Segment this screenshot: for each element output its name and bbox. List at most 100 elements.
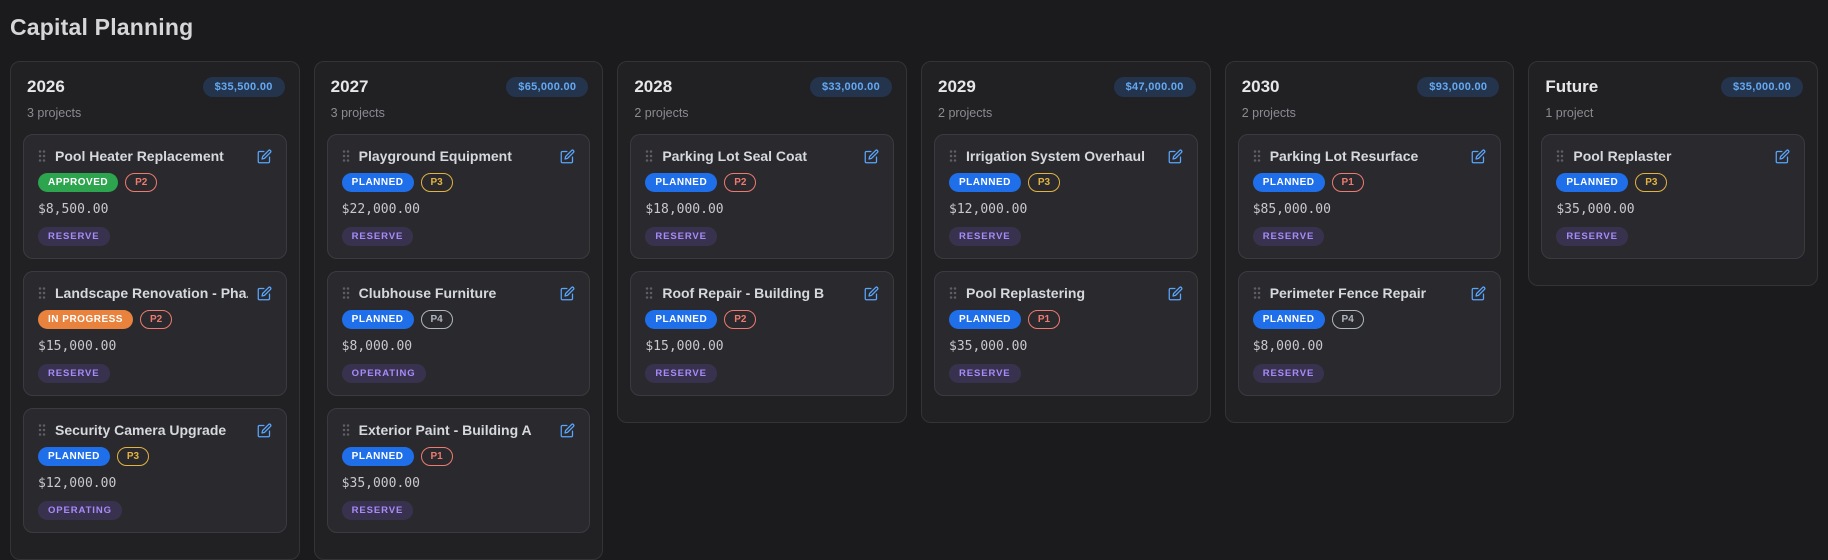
drag-handle-icon[interactable] — [38, 286, 46, 300]
project-card-header: Roof Repair - Building B — [645, 285, 879, 301]
project-card[interactable]: Clubhouse Furniture PLANNED P4 $8,000.00… — [326, 271, 591, 396]
project-amount: $15,000.00 — [38, 339, 117, 354]
priority-badge: P2 — [724, 310, 757, 329]
project-card[interactable]: Pool Replastering PLANNED P1 $35,000.00 … — [934, 271, 1198, 396]
project-title: Irrigation System Overhaul — [966, 148, 1145, 164]
project-card-header: Exterior Paint - Building A — [342, 422, 576, 438]
year-column: 2026 $35,500.00 3 projects Pool Heater R… — [10, 61, 300, 560]
column-card-list: Irrigation System Overhaul PLANNED P3 $1… — [934, 134, 1198, 396]
priority-badge: P2 — [125, 173, 158, 192]
drag-handle-icon[interactable] — [949, 286, 957, 300]
project-badges: PLANNED P1 — [1252, 173, 1487, 192]
edit-icon[interactable] — [1471, 149, 1486, 164]
project-title: Roof Repair - Building B — [662, 285, 825, 301]
column-total-badge: $33,000.00 — [809, 77, 893, 97]
edit-icon[interactable] — [257, 423, 272, 438]
edit-icon[interactable] — [1471, 286, 1486, 301]
fund-badge: RESERVE — [949, 364, 1021, 383]
edit-icon[interactable] — [560, 149, 575, 164]
project-card[interactable]: Pool Replaster PLANNED P3 $35,000.00 RES… — [1541, 134, 1806, 259]
project-title: Landscape Renovation - Pha... — [55, 285, 248, 301]
project-badges: PLANNED P2 — [645, 173, 879, 192]
drag-handle-icon[interactable] — [38, 423, 46, 437]
project-title: Clubhouse Furniture — [358, 285, 497, 301]
project-card[interactable]: Irrigation System Overhaul PLANNED P3 $1… — [934, 134, 1198, 259]
project-card[interactable]: Security Camera Upgrade PLANNED P3 $12,0… — [23, 408, 287, 533]
drag-handle-icon[interactable] — [342, 286, 350, 300]
project-card-header: Landscape Renovation - Pha... — [38, 285, 272, 301]
project-card[interactable]: Roof Repair - Building B PLANNED P2 $15,… — [630, 271, 895, 396]
column-year-label: 2026 — [27, 77, 65, 96]
project-badges: PLANNED P4 — [1252, 310, 1487, 329]
fund-badge: OPERATING — [38, 501, 122, 520]
edit-icon[interactable] — [257, 149, 272, 164]
project-amount: $35,000.00 — [949, 339, 1028, 354]
column-header: 2026 $35,500.00 — [27, 77, 285, 97]
edit-icon[interactable] — [560, 286, 575, 301]
fund-row: RESERVE — [949, 363, 1183, 383]
edit-icon[interactable] — [1775, 149, 1790, 164]
project-card[interactable]: Parking Lot Resurface PLANNED P1 $85,000… — [1237, 134, 1502, 259]
fund-badge: RESERVE — [1556, 227, 1628, 246]
column-total-badge: $65,000.00 — [506, 77, 589, 97]
status-badge: PLANNED — [341, 447, 414, 466]
priority-badge: P1 — [1331, 173, 1364, 192]
column-project-count: 2 projects — [938, 106, 993, 120]
project-amount: $8,000.00 — [1252, 339, 1324, 354]
column-header: Future $35,000.00 — [1545, 77, 1804, 97]
edit-icon[interactable] — [257, 286, 272, 301]
page-title: Capital Planning — [10, 14, 194, 40]
column-header: 2028 $33,000.00 — [634, 77, 893, 97]
drag-handle-icon[interactable] — [1253, 149, 1261, 163]
status-badge: PLANNED — [1252, 310, 1325, 329]
priority-badge: P3 — [420, 173, 453, 192]
drag-handle-icon[interactable] — [949, 149, 957, 163]
edit-icon[interactable] — [1168, 286, 1183, 301]
column-total-badge: $35,500.00 — [202, 77, 285, 97]
column-project-count: 2 projects — [1241, 106, 1296, 120]
project-badges: PLANNED P3 — [38, 447, 272, 466]
project-card[interactable]: Exterior Paint - Building A PLANNED P1 $… — [326, 408, 591, 533]
project-card[interactable]: Parking Lot Seal Coat PLANNED P2 $18,000… — [630, 134, 895, 259]
project-card[interactable]: Playground Equipment PLANNED P3 $22,000.… — [326, 134, 591, 259]
fund-row: RESERVE — [645, 226, 879, 246]
status-badge: PLANNED — [645, 173, 718, 192]
fund-row: RESERVE — [341, 226, 576, 246]
project-amount: $12,000.00 — [949, 202, 1028, 217]
project-amount: $8,000.00 — [341, 339, 413, 354]
year-column: Future $35,000.00 1 project Pool Replast… — [1528, 61, 1819, 286]
status-badge: APPROVED — [38, 173, 119, 192]
column-year-label: Future — [1545, 77, 1599, 96]
year-column: 2030 $93,000.00 2 projects Parking Lot R… — [1224, 61, 1515, 423]
column-project-count: 3 projects — [27, 106, 82, 120]
edit-icon[interactable] — [560, 423, 575, 438]
project-card[interactable]: Perimeter Fence Repair PLANNED P4 $8,000… — [1237, 271, 1502, 396]
edit-icon[interactable] — [1168, 149, 1183, 164]
drag-handle-icon[interactable] — [1253, 286, 1261, 300]
year-column: 2029 $47,000.00 2 projects Irrigation Sy… — [921, 61, 1211, 423]
column-project-count: 2 projects — [634, 106, 689, 120]
drag-handle-icon[interactable] — [645, 286, 653, 300]
status-badge: PLANNED — [949, 173, 1021, 192]
column-header: 2027 $65,000.00 — [331, 77, 589, 97]
fund-row: RESERVE — [1252, 226, 1487, 246]
project-card[interactable]: Landscape Renovation - Pha... IN PROGRES… — [23, 271, 287, 396]
fund-row: RESERVE — [949, 226, 1183, 246]
drag-handle-icon[interactable] — [38, 149, 46, 163]
fund-badge: OPERATING — [341, 364, 426, 383]
priority-badge: P3 — [1635, 173, 1668, 192]
drag-handle-icon[interactable] — [342, 423, 350, 437]
drag-handle-icon[interactable] — [1556, 149, 1564, 163]
edit-icon[interactable] — [864, 149, 879, 164]
project-card-header: Perimeter Fence Repair — [1253, 285, 1487, 301]
drag-handle-icon[interactable] — [645, 149, 653, 163]
status-badge: PLANNED — [1252, 173, 1325, 192]
project-card[interactable]: Pool Heater Replacement APPROVED P2 $8,5… — [23, 134, 287, 259]
column-year-label: 2029 — [938, 77, 976, 96]
project-badges: PLANNED P1 — [341, 447, 576, 466]
project-title: Pool Replaster — [1573, 148, 1672, 164]
drag-handle-icon[interactable] — [342, 149, 350, 163]
fund-badge: RESERVE — [38, 227, 110, 246]
edit-icon[interactable] — [864, 286, 879, 301]
column-project-count: 1 project — [1545, 106, 1594, 120]
